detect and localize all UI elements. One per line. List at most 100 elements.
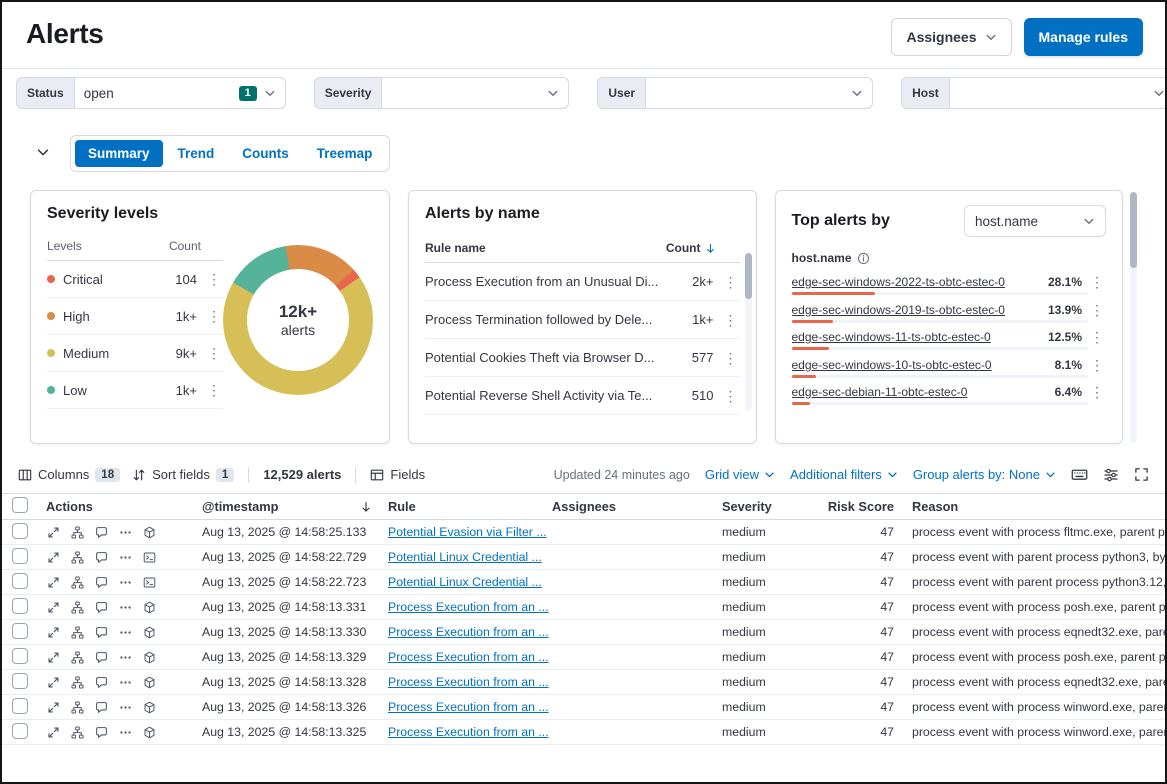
column-header-rule[interactable]: Rule (388, 499, 552, 514)
analyze-event-icon[interactable] (70, 675, 84, 689)
comment-icon[interactable] (94, 550, 108, 564)
count-column-header[interactable]: Count (666, 241, 701, 255)
select-alert-checkbox[interactable] (12, 548, 28, 564)
additional-filters-button[interactable]: Additional filters (790, 467, 898, 482)
analyze-event-icon[interactable] (70, 725, 84, 739)
analyze-event-icon[interactable] (70, 550, 84, 564)
chart-tab[interactable]: Summary (75, 140, 163, 167)
more-actions-icon[interactable] (118, 700, 132, 714)
manage-rules-button[interactable]: Manage rules (1024, 18, 1143, 56)
expand-alert-icon[interactable] (46, 600, 60, 614)
fullscreen-icon[interactable] (1134, 467, 1149, 482)
more-actions-icon[interactable] (118, 575, 132, 589)
assignees-button[interactable]: Assignees (891, 18, 1011, 56)
rule-link[interactable]: Potential Evasion via Filter ... (388, 525, 552, 539)
session-view-cube-icon[interactable] (142, 650, 156, 664)
column-header-risk-score[interactable]: Risk Score (818, 499, 900, 514)
rule-link[interactable]: Process Execution from an ... (388, 625, 552, 639)
more-actions-icon[interactable] (118, 650, 132, 664)
rule-link[interactable]: Process Execution from an ... (388, 600, 552, 614)
fields-button[interactable]: Fields (370, 467, 425, 482)
select-alert-checkbox[interactable] (12, 648, 28, 664)
analyze-event-icon[interactable] (70, 575, 84, 589)
select-alert-checkbox[interactable] (12, 573, 28, 589)
comment-icon[interactable] (94, 625, 108, 639)
host-name-link[interactable]: edge-sec-windows-10-ts-obtc-estec-0 (792, 358, 1049, 372)
select-alert-checkbox[interactable] (12, 623, 28, 639)
more-actions-icon[interactable] (118, 550, 132, 564)
session-view-cube-icon[interactable] (142, 625, 156, 639)
session-view-cube-icon[interactable] (142, 700, 156, 714)
comment-icon[interactable] (94, 600, 108, 614)
select-alert-checkbox[interactable] (12, 598, 28, 614)
row-actions-icon[interactable]: ⋮ (722, 389, 740, 403)
row-actions-icon[interactable]: ⋮ (205, 346, 223, 360)
row-actions-icon[interactable]: ⋮ (722, 275, 740, 289)
session-view-cube-icon[interactable] (142, 525, 156, 539)
display-options-icon[interactable] (1103, 467, 1119, 483)
row-actions-icon[interactable]: ⋮ (722, 351, 740, 365)
row-actions-icon[interactable]: ⋮ (1088, 275, 1106, 289)
collapse-charts-button[interactable] (32, 141, 54, 166)
host-name-link[interactable]: edge-sec-debian-11-obtc-estec-0 (792, 385, 1049, 399)
filter-value-select[interactable]: open 1 (74, 77, 286, 109)
comment-icon[interactable] (94, 525, 108, 539)
comment-icon[interactable] (94, 575, 108, 589)
columns-button[interactable]: Columns 18 (18, 467, 120, 482)
group-alerts-by-button[interactable]: Group alerts by: None (913, 467, 1056, 482)
rule-name-column-header[interactable]: Rule name (425, 241, 486, 255)
more-actions-icon[interactable] (118, 675, 132, 689)
grid-view-button[interactable]: Grid view (705, 467, 775, 482)
expand-alert-icon[interactable] (46, 700, 60, 714)
row-actions-icon[interactable]: ⋮ (1088, 303, 1106, 317)
select-alert-checkbox[interactable] (12, 673, 28, 689)
row-actions-icon[interactable]: ⋮ (1088, 330, 1106, 344)
expand-alert-icon[interactable] (46, 525, 60, 539)
analyze-event-icon[interactable] (70, 600, 84, 614)
analyze-event-icon[interactable] (70, 700, 84, 714)
filter-value-select[interactable] (645, 77, 873, 109)
keyboard-shortcuts-icon[interactable] (1071, 466, 1088, 483)
rule-link[interactable]: Process Execution from an ... (388, 725, 552, 739)
more-actions-icon[interactable] (118, 525, 132, 539)
session-view-cube-icon[interactable] (142, 600, 156, 614)
column-header-timestamp[interactable]: @timestamp (202, 499, 278, 514)
rule-link[interactable]: Process Execution from an ... (388, 675, 552, 689)
comment-icon[interactable] (94, 675, 108, 689)
select-alert-checkbox[interactable] (12, 698, 28, 714)
rule-link[interactable]: Potential Linux Credential ... (388, 550, 552, 564)
column-header-severity[interactable]: Severity (722, 499, 818, 514)
expand-alert-icon[interactable] (46, 550, 60, 564)
rule-link[interactable]: Process Execution from an ... (388, 700, 552, 714)
more-actions-icon[interactable] (118, 600, 132, 614)
charts-scrollbar[interactable] (1130, 192, 1137, 442)
select-all-checkbox[interactable] (12, 497, 28, 513)
row-actions-icon[interactable]: ⋮ (205, 309, 223, 323)
top-alerts-field-select[interactable]: host.name (964, 205, 1106, 237)
rule-link[interactable]: Potential Linux Credential ... (388, 575, 552, 589)
filter-value-select[interactable] (381, 77, 569, 109)
row-actions-icon[interactable]: ⋮ (205, 272, 223, 286)
column-header-assignees[interactable]: Assignees (552, 499, 722, 514)
row-actions-icon[interactable]: ⋮ (1088, 385, 1106, 399)
chart-tab[interactable]: Treemap (304, 140, 386, 167)
session-view-terminal-icon[interactable] (142, 575, 156, 589)
select-alert-checkbox[interactable] (12, 723, 28, 739)
filter-value-select[interactable] (949, 77, 1167, 109)
panel-scrollbar[interactable] (745, 253, 752, 411)
chart-tab[interactable]: Counts (229, 140, 302, 167)
column-header-reason[interactable]: Reason (900, 499, 1165, 514)
row-actions-icon[interactable]: ⋮ (722, 313, 740, 327)
info-icon[interactable] (857, 252, 870, 265)
expand-alert-icon[interactable] (46, 575, 60, 589)
more-actions-icon[interactable] (118, 625, 132, 639)
analyze-event-icon[interactable] (70, 525, 84, 539)
comment-icon[interactable] (94, 700, 108, 714)
sort-fields-button[interactable]: Sort fields 1 (132, 467, 234, 482)
comment-icon[interactable] (94, 650, 108, 664)
session-view-cube-icon[interactable] (142, 725, 156, 739)
host-name-link[interactable]: edge-sec-windows-2022-ts-obtc-estec-0 (792, 275, 1042, 289)
expand-alert-icon[interactable] (46, 725, 60, 739)
expand-alert-icon[interactable] (46, 650, 60, 664)
more-actions-icon[interactable] (118, 725, 132, 739)
